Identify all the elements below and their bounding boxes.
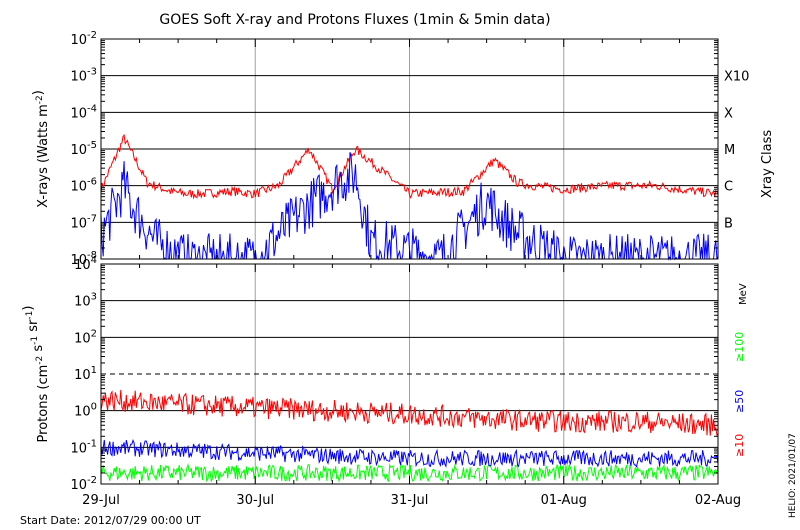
- series-line: [100, 389, 719, 436]
- y-tick-label: 10-8: [70, 250, 97, 268]
- x-tick-label: 02-Aug: [695, 493, 741, 508]
- y-tick-label: 10-7: [70, 213, 97, 231]
- x-tick-label: 01-Aug: [541, 493, 587, 508]
- xray-class-label: X10: [724, 70, 749, 85]
- y-tick-label: 10-2: [70, 475, 97, 493]
- y-tick-label: 10-4: [70, 103, 97, 121]
- mev-label: MeV: [738, 283, 749, 305]
- xray-class-label: C: [724, 180, 733, 195]
- xray-class-label: B: [724, 216, 733, 231]
- x-tick-label: 30-Jul: [236, 493, 274, 508]
- x-tick-label: 29-Jul: [82, 493, 120, 508]
- y-tick-label: 10-3: [70, 67, 97, 85]
- y-axis-label: Protons (cm-2 s-1 sr-1): [21, 306, 51, 443]
- chart-title: GOES Soft X-ray and Protons Fluxes (1min…: [159, 12, 550, 28]
- xray-class-label: M: [724, 143, 735, 158]
- y-tick-label: 10-5: [70, 140, 97, 158]
- y-tick-label: 103: [74, 292, 97, 310]
- xray-class-axis-label: Xray Class: [760, 130, 775, 198]
- y-tick-label: 102: [74, 328, 97, 346]
- y-tick-label: 10-1: [70, 438, 97, 456]
- xray-panel: 10-8 10-7 10-6 10-5 10-4 10-3 10-2 X-rays (Watt…: [31, 30, 775, 268]
- xray-class-label: X: [724, 106, 733, 121]
- y-axis-label: X-rays (Watts m-2): [31, 90, 51, 208]
- credit-label: HELIO: 2021/01/07: [788, 433, 798, 518]
- y-tick-label: 101: [74, 365, 97, 383]
- series-line: [100, 133, 719, 200]
- legend-entry: ≥100: [733, 332, 746, 362]
- y-tick-label: 10-2: [70, 30, 97, 48]
- legend-entry: ≥50: [733, 390, 746, 413]
- legend-entry: ≥10: [733, 434, 746, 457]
- series-line: [100, 438, 719, 469]
- proton-panel: 10-2 10-1 100 101 102 103 104 Protons (cm-2 s-1…: [21, 255, 749, 508]
- x-tick-label: 31-Jul: [391, 493, 429, 508]
- start-date: Start Date: 2012/07/29 00:00 UT: [20, 514, 201, 527]
- y-tick-label: 10-6: [70, 177, 97, 195]
- y-tick-label: 100: [74, 402, 97, 420]
- y-tick-label: 104: [74, 255, 97, 273]
